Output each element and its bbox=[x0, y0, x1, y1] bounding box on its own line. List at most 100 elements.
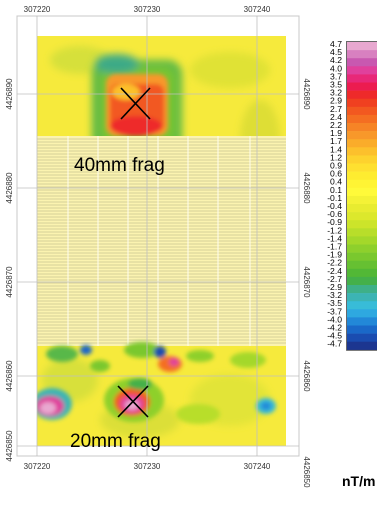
legend-swatch bbox=[347, 252, 377, 261]
legend-swatch bbox=[347, 228, 377, 237]
legend-swatch bbox=[347, 58, 377, 67]
legend-label: -3.5 bbox=[327, 298, 342, 308]
legend-label: 4.0 bbox=[330, 63, 342, 73]
legend-swatch bbox=[347, 90, 377, 99]
y-tick-left-2: 4426880 bbox=[5, 172, 14, 204]
legend-label: -0.6 bbox=[327, 209, 342, 219]
legend-swatch bbox=[347, 236, 377, 245]
legend-label: 3.5 bbox=[330, 80, 342, 90]
annotation-20mm-frag: 20mm frag bbox=[70, 431, 161, 452]
legend-label: -2.2 bbox=[327, 258, 342, 268]
legend-label: 0.1 bbox=[330, 185, 342, 195]
legend-label: -1.9 bbox=[327, 250, 342, 260]
y-tick-left-1: 4426890 bbox=[5, 78, 14, 110]
legend-swatch bbox=[347, 293, 377, 302]
legend-swatch bbox=[347, 50, 377, 59]
legend-label: 0.4 bbox=[330, 177, 342, 187]
legend-label: -0.4 bbox=[327, 201, 342, 211]
legend-swatch bbox=[347, 325, 377, 334]
legend-swatch bbox=[347, 42, 377, 51]
legend-label: -2.7 bbox=[327, 274, 342, 284]
legend-swatch bbox=[347, 171, 377, 180]
y-tick-right-5: 4426850 bbox=[302, 456, 311, 488]
legend-swatch bbox=[347, 333, 377, 342]
target-marker-20mm bbox=[117, 385, 149, 418]
legend-swatch bbox=[347, 244, 377, 253]
legend-label: 3.7 bbox=[330, 71, 342, 81]
legend-swatch bbox=[347, 82, 377, 91]
legend-label: 2.2 bbox=[330, 120, 342, 130]
legend-label: -2.4 bbox=[327, 266, 342, 276]
legend-swatch bbox=[347, 285, 377, 294]
y-tick-right-3: 4426870 bbox=[302, 266, 311, 298]
legend-swatch bbox=[347, 268, 377, 278]
x-tick-top-3: 307240 bbox=[244, 5, 271, 14]
legend-label: 1.7 bbox=[330, 136, 342, 146]
annotation-40mm-frag: 40mm frag bbox=[74, 155, 165, 176]
legend-label: 1.2 bbox=[330, 152, 342, 162]
legend-label: -1.7 bbox=[327, 242, 342, 252]
x-tick-bottom-3: 307240 bbox=[244, 462, 271, 471]
y-tick-right-4: 4426860 bbox=[302, 360, 311, 392]
x-tick-top-1: 307220 bbox=[24, 5, 51, 14]
legend-swatch bbox=[347, 123, 377, 132]
legend-swatch bbox=[347, 309, 377, 318]
legend-swatch bbox=[347, 66, 377, 75]
x-tick-bottom-1: 307220 bbox=[24, 462, 51, 471]
legend-label: -3.7 bbox=[327, 306, 342, 316]
y-tick-right-2: 4426880 bbox=[302, 172, 311, 204]
legend-unit: nT/m bbox=[342, 473, 375, 489]
legend-label: 3.2 bbox=[330, 88, 342, 98]
y-tick-left-5: 4426850 bbox=[5, 430, 14, 462]
legend-label: -4.0 bbox=[327, 314, 342, 324]
legend-label: -4.5 bbox=[327, 331, 342, 341]
y-tick-right-1: 4426890 bbox=[302, 78, 311, 110]
legend-label: 1.9 bbox=[330, 128, 342, 138]
legend-swatch bbox=[347, 98, 377, 108]
legend-swatch bbox=[347, 163, 377, 172]
legend-label: 4.7 bbox=[330, 39, 342, 49]
x-tick-bottom-2: 307230 bbox=[134, 462, 161, 471]
legend-swatch bbox=[347, 74, 377, 83]
legend-label: -0.9 bbox=[327, 217, 342, 227]
legend-swatch bbox=[347, 317, 377, 326]
map-frame bbox=[16, 15, 300, 457]
legend-label: -1.2 bbox=[327, 225, 342, 235]
legend-swatch bbox=[347, 220, 377, 229]
legend-swatch bbox=[347, 155, 377, 164]
legend-label: 2.7 bbox=[330, 104, 342, 114]
legend-swatch bbox=[347, 106, 377, 116]
legend-swatch bbox=[347, 147, 377, 156]
legend-label: 1.4 bbox=[330, 144, 342, 154]
legend-label: 0.9 bbox=[330, 161, 342, 171]
legend-label: 4.2 bbox=[330, 55, 342, 65]
x-tick-top-2: 307230 bbox=[134, 5, 161, 14]
legend-label: 4.5 bbox=[330, 47, 342, 57]
legend-label: -4.7 bbox=[327, 339, 342, 349]
legend-label: -0.1 bbox=[327, 193, 342, 203]
legend-swatch bbox=[347, 260, 377, 270]
legend-label: 0.6 bbox=[330, 169, 342, 179]
legend-swatch bbox=[347, 341, 377, 351]
legend-swatch bbox=[347, 204, 377, 213]
legend-swatch bbox=[347, 114, 377, 124]
legend-swatch bbox=[347, 301, 377, 310]
legend-swatch bbox=[347, 195, 377, 205]
legend-label: -1.4 bbox=[327, 233, 342, 243]
legend-swatch bbox=[347, 139, 377, 148]
target-marker-40mm bbox=[120, 87, 151, 120]
legend-swatch bbox=[347, 131, 377, 140]
legend-label: -3.2 bbox=[327, 290, 342, 300]
legend-swatch bbox=[347, 212, 377, 221]
color-legend: 4.74.54.24.03.73.53.22.92.72.42.21.91.71… bbox=[327, 39, 377, 351]
legend-label: 2.9 bbox=[330, 96, 342, 106]
legend-swatch bbox=[347, 179, 377, 189]
legend-label: 2.4 bbox=[330, 112, 342, 122]
legend-swatch bbox=[347, 276, 377, 286]
grid-lines bbox=[17, 16, 299, 456]
legend-label: -4.2 bbox=[327, 323, 342, 333]
y-tick-left-4: 4426860 bbox=[5, 360, 14, 392]
survey-plot bbox=[37, 36, 286, 446]
legend-swatch bbox=[347, 187, 377, 197]
